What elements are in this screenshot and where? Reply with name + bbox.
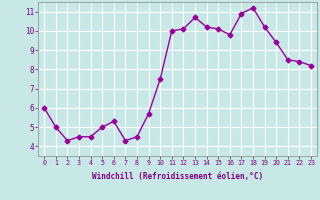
X-axis label: Windchill (Refroidissement éolien,°C): Windchill (Refroidissement éolien,°C) [92, 172, 263, 181]
